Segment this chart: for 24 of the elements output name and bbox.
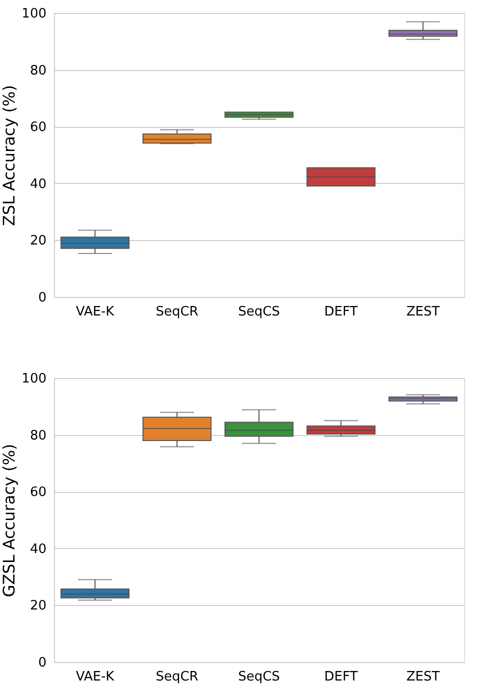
y-tick-label: 40 [30, 176, 46, 192]
x-tick-label: SeqCR [156, 304, 198, 320]
x-tick-label: VAE-K [76, 670, 115, 684]
x-tick-label: ZEST [406, 304, 440, 320]
y-axis-title: ZSL Accuracy (%) [0, 85, 19, 226]
y-tick-label: 60 [30, 485, 46, 500]
y-tick-label: 20 [30, 234, 46, 249]
y-axis-title: GZSL Accuracy (%) [0, 444, 19, 598]
y-tick-label: 100 [22, 6, 46, 22]
x-tick-label: SeqCS [238, 304, 280, 320]
x-tick-label: SeqCR [156, 670, 198, 684]
x-tick-label: VAE-K [76, 304, 115, 320]
x-tick-label: ZEST [406, 670, 440, 684]
x-tick-label: DEFT [324, 670, 358, 684]
y-tick-label: 100 [22, 372, 46, 386]
x-tick-label: SeqCS [238, 670, 280, 684]
y-tick-label: 20 [30, 598, 46, 614]
y-tick-label: 0 [38, 656, 46, 670]
x-tick-label: DEFT [324, 304, 358, 320]
y-tick-label: 80 [30, 428, 46, 444]
y-tick-label: 40 [30, 542, 46, 557]
y-tick-label: 60 [30, 120, 46, 136]
y-tick-label: 80 [30, 63, 46, 78]
y-tick-label: 0 [38, 290, 46, 306]
